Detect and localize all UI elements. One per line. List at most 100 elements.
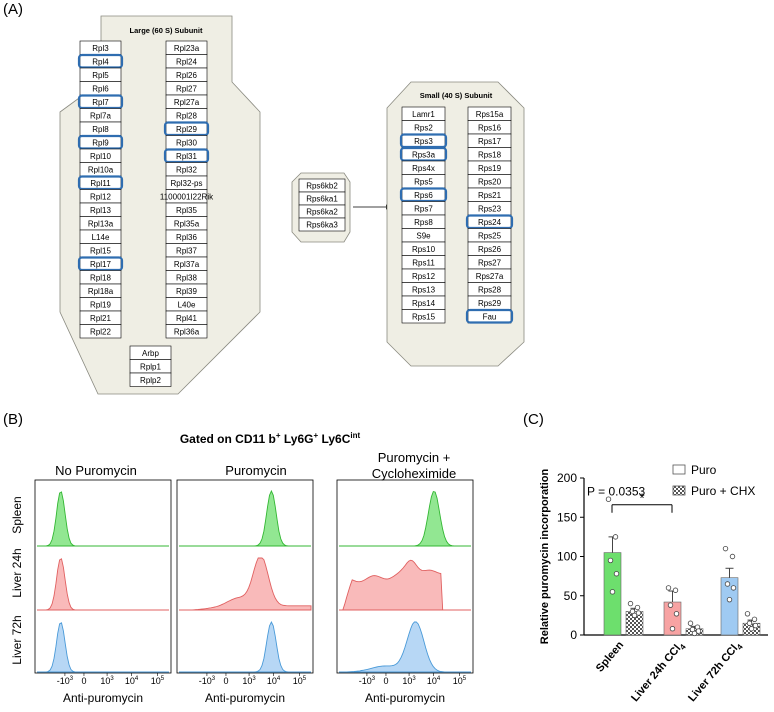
flow-tick-label: 103 [100,676,114,686]
small-left-gene-label: Rps7 [414,204,433,213]
data-point [627,600,634,607]
flow-histogram-1-2 [339,559,471,611]
large-left-cell [79,324,122,339]
gating-sup3: int [350,431,360,440]
flow-tick-label: -103 [359,676,376,686]
flow-xlabel: Anti-puromycin [63,691,143,705]
small-left-gene-label: Rps3a [412,150,436,159]
large-left-gene-label: Rpl13 [90,206,111,215]
significance-star: * [639,491,644,506]
data-point [726,596,733,603]
small-subunit-title: Small (40 S) Subunit [420,91,493,100]
y-tick-label: 150 [557,510,577,524]
small-right-gene-label: Rps28 [478,285,502,294]
small-left-gene-label: Rps3 [414,137,433,146]
category-label-1: Liver 24h CCl4 [629,639,688,706]
flow-frame [336,479,474,674]
small-left-gene-label: Rps6 [414,191,433,200]
large-bottom-cell [129,372,172,387]
large-left-gene-label: Rpl4 [92,57,109,66]
large-right-gene-label: Rpl32-ps [170,179,202,188]
y-tick-label: 100 [557,550,577,564]
kinase-cell [298,217,346,232]
small-left-gene-label: Rps12 [412,272,436,281]
large-right-gene-label: Rpl26 [176,71,197,80]
kinase-gene-label: Rps6ka3 [306,221,338,230]
gating-mid2: Ly6C [318,432,351,446]
large-left-gene-label: Rpl10 [90,152,111,161]
flow-histogram-1-0 [37,558,169,611]
small-right-highlight-box [465,214,514,230]
flow-tick-label: -103 [57,676,74,686]
kinase-gene-label: Rps6ka1 [306,195,338,204]
row-label-liver72: Liver 72h [10,615,24,664]
data-point [748,626,755,632]
flow-histogram-2-0 [37,622,169,673]
large-left-gene-label: L14e [92,233,110,242]
large-left-gene-label: Rpl17 [90,260,111,269]
large-right-gene-label: Rpl36a [174,327,200,336]
large-right-highlight-box [163,148,210,164]
large-subunit-title: Large (60 S) Subunit [130,26,203,35]
large-left-gene-label: Rpl19 [90,300,111,309]
flow-histogram-2-2 [339,621,471,673]
small-right-gene-label: Rps27a [476,272,504,281]
data-point [667,602,674,608]
flow-tick-label: 105 [151,676,165,686]
data-point [673,611,680,617]
flow-tick-label: 105 [453,676,467,686]
col-header-puromycin: Puromycin [225,463,286,478]
data-point [635,610,642,616]
large-right-gene-label: Rpl41 [176,314,197,323]
kinase-gene-label: Rps6kb2 [306,182,338,191]
col-header-no-puromycin: No Puromycin [55,463,137,478]
large-right-gene-label: Rpl37 [176,246,197,255]
data-point [687,620,694,626]
flow-histogram-2-1 [179,620,311,673]
small-right-gene-label: Rps29 [478,299,502,308]
kinase-gene-label: Rps6ka2 [306,208,338,217]
large-right-gene-label: 1100001I22Rik [160,192,214,201]
y-tick-label: 0 [570,628,577,642]
data-point [605,496,612,502]
data-point [724,581,731,587]
flow-tick-label: 105 [293,676,307,686]
large-right-gene-label: Rpl35a [174,219,200,228]
large-right-gene-label: Rpl35 [176,206,197,215]
flow-frame [34,479,172,674]
data-point [751,616,758,622]
large-subunit-bottom-column: Arbp Rplp1 Rplp2 [129,345,172,387]
data-point [609,589,616,595]
flow-histogram-0-1 [179,489,311,547]
flow-histogram-0-0 [37,491,169,547]
small-right-gene-label: Rps18 [478,150,502,159]
small-left-highlight-box [399,146,448,162]
flow-tick-label: 104 [267,676,281,686]
small-left-gene-label: Rps5 [414,177,433,186]
data-point [634,604,641,611]
legend-label-chx: Puro + CHX [691,484,755,498]
small-right-gene-label: Rps25 [478,231,502,240]
flow-tick-label: 103 [242,676,256,686]
data-point [631,612,638,619]
large-right-gene-label: Rpl27a [174,98,200,107]
flow-histograms: -103 0 103 104 105 Anti-puromycin -103 0 103 104 1… [34,479,474,705]
flow-tick-label: 104 [427,676,441,686]
data-point [672,587,679,593]
legend-label-puro: Puro [691,463,717,477]
y-tick-label: 200 [557,471,577,485]
p-value-annotation: P = 0.0353 [587,484,645,498]
large-right-gene-label: Rpl37a [174,260,200,269]
kinase-list: Rps6kb2 Rps6ka1 Rps6ka2 Rps6ka3 [298,178,346,232]
small-right-gene-label: Rps24 [478,218,502,227]
gating-mid: Ly6G [281,432,314,446]
small-right-gene-label: Rps27 [478,258,502,267]
large-left-gene-label: Rpl7 [92,98,109,107]
large-right-gene-label: Rpl29 [176,125,197,134]
data-point [691,630,698,637]
large-right-gene-label: Rpl32 [176,165,197,174]
data-point [695,628,702,634]
flow-tick-label: 103 [402,676,416,686]
small-right-gene-label: Rps26 [478,245,502,254]
